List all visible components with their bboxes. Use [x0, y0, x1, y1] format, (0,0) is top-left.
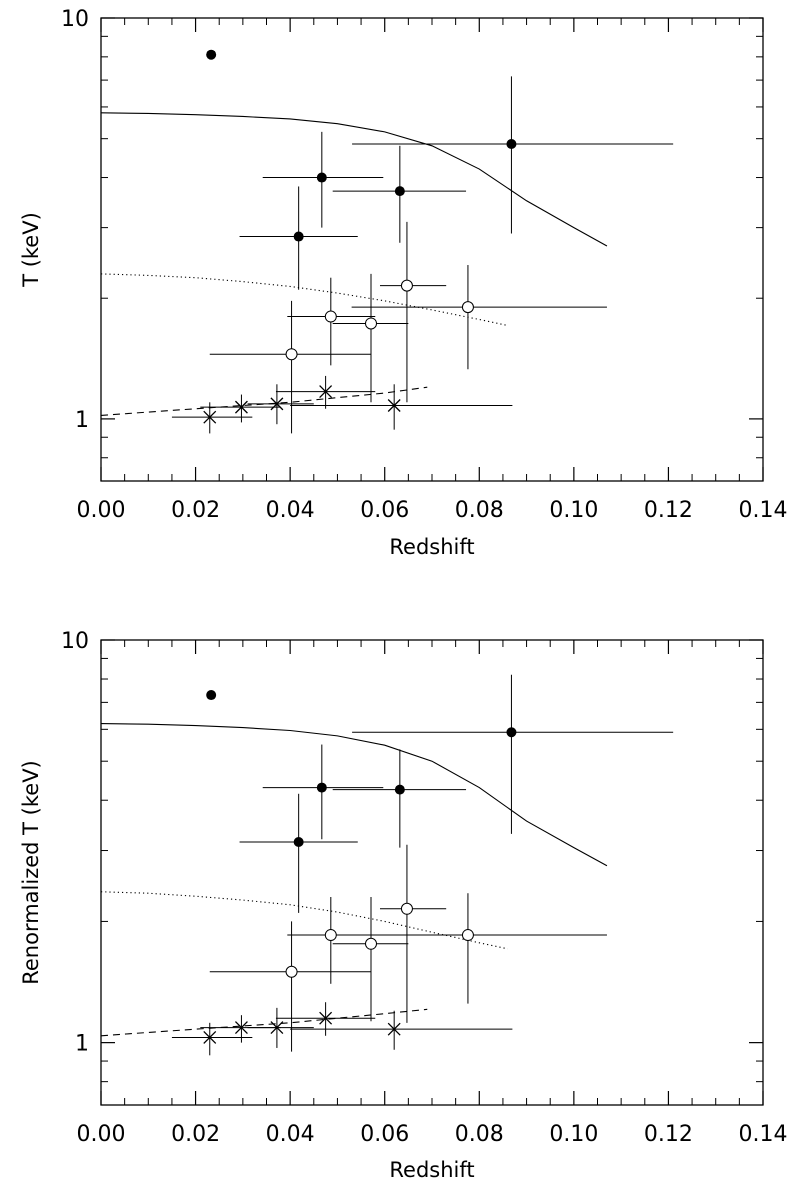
- y-tick-label: 10: [61, 7, 89, 32]
- open-circle-point: [365, 937, 378, 950]
- model-curve-dashed: [100, 1008, 428, 1037]
- filled-circle-point: [293, 231, 304, 242]
- x-tick-label: 0.12: [644, 1122, 693, 1147]
- top-x-axis: 0.00 0.02 0.04 0.06 0.08 0.10 0.12 0.14: [77, 18, 788, 523]
- open-circle-point: [461, 929, 474, 942]
- filled-circle-point: [293, 836, 304, 847]
- open-circle-point: [400, 902, 413, 915]
- bottom-data-points: [171, 674, 674, 1056]
- open-circle-point: [285, 348, 298, 361]
- x-tick-label: 0.00: [77, 498, 126, 523]
- open-circle-point: [285, 965, 298, 978]
- bottom-y-axis-label: Renormalized T (keV): [19, 760, 43, 985]
- filled-circle-point: [316, 782, 327, 793]
- cross-point: [203, 410, 217, 424]
- x-tick-label: 0.10: [549, 1122, 598, 1147]
- top-x-axis-label: Redshift: [389, 535, 474, 559]
- x-tick-label: 0.06: [360, 498, 409, 523]
- x-tick-label: 0.08: [455, 1122, 504, 1147]
- x-tick-label: 0.04: [266, 498, 315, 523]
- y-tick-label: 1: [75, 408, 89, 433]
- filled-circle-point: [394, 186, 405, 197]
- top-y-axis-label: T (keV): [19, 212, 43, 288]
- x-tick-label: 0.00: [77, 1122, 126, 1147]
- top-curves: [100, 112, 608, 416]
- y-tick-label: 1: [75, 1032, 89, 1057]
- cross-point: [270, 397, 284, 411]
- model-curve-dashed: [100, 386, 428, 416]
- model-curve-solid: [100, 112, 608, 247]
- bottom-y-axis: 1 10: [61, 629, 763, 1106]
- model-curve-dotted: [100, 891, 508, 950]
- filled-circle-point: [506, 727, 517, 738]
- open-circle-point: [324, 929, 337, 942]
- x-tick-label: 0.14: [739, 1122, 788, 1147]
- x-tick-label: 0.12: [644, 498, 693, 523]
- top-plot-frame: [100, 17, 764, 482]
- x-tick-label: 0.06: [360, 1122, 409, 1147]
- cross-point: [270, 1021, 284, 1035]
- x-tick-label: 0.02: [171, 498, 220, 523]
- model-curve-dotted: [100, 273, 508, 327]
- cross-point: [203, 1031, 217, 1044]
- filled-circle-point: [316, 172, 327, 183]
- bottom-plot-frame: [100, 639, 764, 1106]
- filled-circle-point: [506, 138, 517, 149]
- bottom-panel: 0.00 0.02 0.04 0.06 0.08 0.10 0.12 0.14 1 10 Red…: [19, 629, 787, 1181]
- cross-point: [319, 1011, 333, 1025]
- bottom-curves: [100, 723, 608, 1037]
- open-circle-point: [461, 301, 474, 314]
- model-curve-solid: [100, 723, 608, 867]
- cross-point: [387, 1022, 401, 1036]
- cross-point: [234, 1021, 248, 1035]
- open-circle-point: [324, 310, 337, 323]
- cross-point: [319, 385, 333, 399]
- x-tick-label: 0.08: [455, 498, 504, 523]
- x-tick-label: 0.14: [739, 498, 788, 523]
- cross-point: [387, 399, 401, 412]
- filled-circle-point: [206, 690, 217, 701]
- bottom-x-axis-label: Redshift: [389, 1158, 474, 1181]
- top-data-points: [171, 49, 674, 434]
- x-tick-label: 0.02: [171, 1122, 220, 1147]
- open-circle-point: [365, 317, 378, 330]
- open-circle-point: [400, 279, 413, 292]
- x-tick-label: 0.04: [266, 1122, 315, 1147]
- top-panel: 0.00 0.02 0.04 0.06 0.08 0.10 0.12 0.14 1 10 Red…: [19, 7, 787, 559]
- cross-point: [234, 400, 248, 414]
- filled-circle-point: [206, 49, 217, 60]
- x-tick-label: 0.10: [549, 498, 598, 523]
- bottom-x-axis: 0.00 0.02 0.04 0.06 0.08 0.10 0.12 0.14: [77, 640, 788, 1147]
- filled-circle-point: [394, 784, 405, 795]
- top-y-axis: 1 10: [61, 7, 763, 482]
- y-tick-label: 10: [61, 629, 89, 654]
